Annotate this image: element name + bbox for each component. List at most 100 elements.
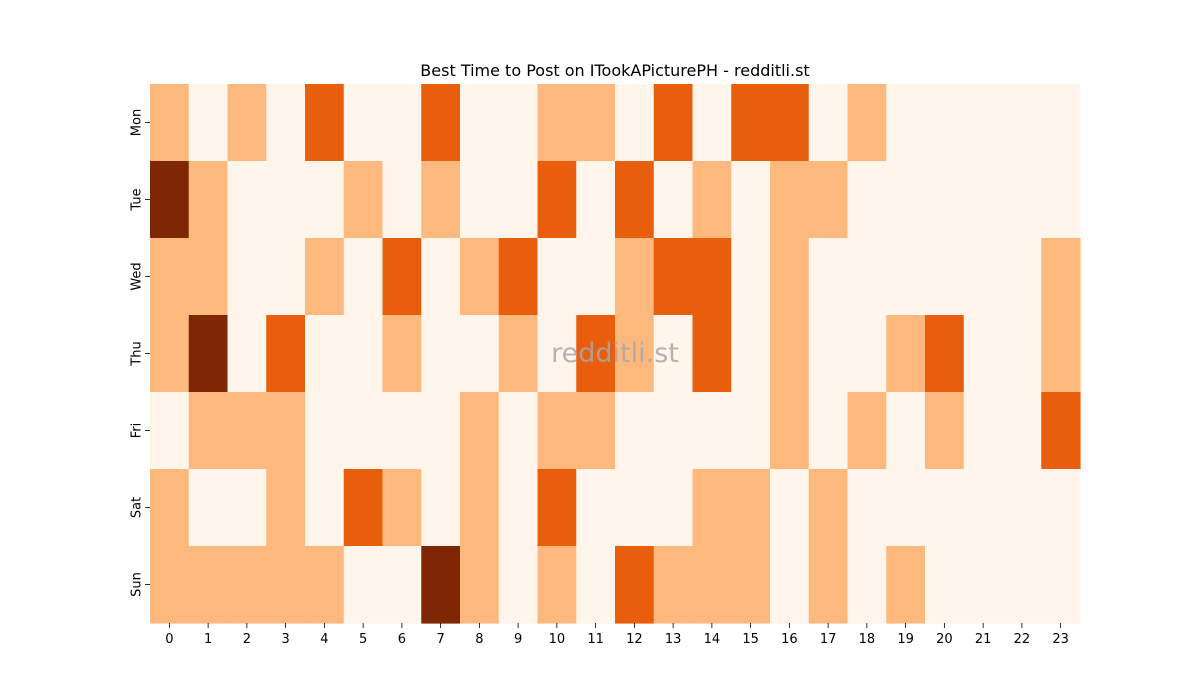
heatmap-cell-fri-4	[305, 392, 345, 470]
heatmap-cell-wed-6	[382, 238, 422, 316]
heatmap-cell-wed-16	[770, 238, 810, 316]
heatmap-cell-mon-6	[382, 84, 422, 162]
heatmap-cell-thu-12	[615, 315, 655, 393]
heatmap-cell-tue-13	[653, 161, 694, 239]
heatmap-cell-sun-5	[343, 546, 384, 624]
heatmap-cell-mon-13	[653, 84, 694, 162]
heatmap-cell-mon-18	[847, 84, 887, 162]
heatmap-cell-sat-10	[537, 469, 577, 547]
x-tick-label: 9	[514, 632, 522, 647]
x-tick-label: 1	[204, 632, 212, 647]
x-tick-label: 16	[781, 632, 798, 647]
heatmap-cell-fri-6	[382, 392, 422, 470]
heatmap-cell-tue-22	[1002, 161, 1042, 239]
heatmap-cell-fri-12	[615, 392, 655, 470]
heatmap-cell-sat-0	[150, 469, 190, 547]
heatmap-cell-mon-21	[963, 84, 1004, 162]
heatmap-cell-tue-19	[886, 161, 926, 239]
heatmap-cell-sat-9	[498, 469, 539, 547]
heatmap-cell-tue-3	[266, 161, 306, 239]
heatmap-cell-wed-5	[343, 238, 384, 316]
heatmap-cell-fri-0	[150, 392, 190, 470]
heatmap-cell-wed-8	[460, 238, 500, 316]
heatmap-cell-fri-23	[1041, 392, 1081, 470]
heatmap-cell-mon-3	[266, 84, 306, 162]
heatmap-cell-tue-4	[305, 161, 345, 239]
heatmap-cell-fri-15	[731, 392, 771, 470]
heatmap-cell-thu-21	[963, 315, 1004, 393]
heatmap-cell-wed-23	[1041, 238, 1081, 316]
heatmap-cell-wed-2	[227, 238, 267, 316]
x-tick-label: 10	[549, 632, 566, 647]
heatmap-cell-fri-16	[770, 392, 810, 470]
heatmap-cell-fri-3	[266, 392, 306, 470]
heatmap-cell-sat-13	[653, 469, 694, 547]
heatmap-cell-sat-5	[343, 469, 384, 547]
heatmap-cell-wed-11	[576, 238, 616, 316]
heatmap-cell-sun-0	[150, 546, 190, 624]
heatmap-cell-thu-0	[150, 315, 190, 393]
heatmap-cell-wed-1	[188, 238, 229, 316]
heatmap-cell-tue-0	[150, 161, 190, 239]
heatmap-cell-mon-19	[886, 84, 926, 162]
heatmap-cell-sat-21	[963, 469, 1004, 547]
heatmap-cell-wed-13	[653, 238, 694, 316]
x-tick-label: 15	[742, 632, 759, 647]
heatmap-cell-fri-14	[692, 392, 732, 470]
heatmap-cell-fri-21	[963, 392, 1004, 470]
heatmap-cell-mon-5	[343, 84, 384, 162]
heatmap-cell-fri-22	[1002, 392, 1042, 470]
heatmap-cell-thu-11	[576, 315, 616, 393]
heatmap-cell-thu-7	[421, 315, 461, 393]
heatmap-cell-sat-6	[382, 469, 422, 547]
heatmap-cell-sun-7	[421, 546, 461, 624]
x-tick-label: 18	[859, 632, 876, 647]
heatmap-cell-thu-14	[692, 315, 732, 393]
heatmap-cell-thu-22	[1002, 315, 1042, 393]
heatmap-cell-sun-13	[653, 546, 694, 624]
heatmap-cell-wed-4	[305, 238, 345, 316]
heatmap-cell-sun-23	[1041, 546, 1081, 624]
y-tick-label-mon: Mon	[130, 109, 145, 136]
heatmap-cell-tue-20	[925, 161, 965, 239]
x-tick-label: 14	[704, 632, 721, 647]
heatmap-cell-sat-22	[1002, 469, 1042, 547]
heatmap-cell-mon-0	[150, 84, 190, 162]
heatmap-cell-fri-1	[188, 392, 229, 470]
x-tick-label: 6	[398, 632, 406, 647]
heatmap-cell-wed-7	[421, 238, 461, 316]
x-tick-label: 5	[359, 632, 367, 647]
x-tick-label: 0	[165, 632, 173, 647]
x-tick-label: 23	[1052, 632, 1069, 647]
heatmap-cell-mon-7	[421, 84, 461, 162]
heatmap-cell-tue-9	[498, 161, 539, 239]
heatmap-cell-sun-19	[886, 546, 926, 624]
heatmap-cell-wed-12	[615, 238, 655, 316]
x-axis: 0 1 2 3 4 5 6 7 8 9 10 11 12 13 14 15 16 17 18 19 20 21 22 23	[165, 623, 1069, 647]
heatmap-cell-mon-17	[808, 84, 849, 162]
chart-title: Best Time to Post on ITookAPicturePH - r…	[420, 61, 809, 80]
x-tick-label: 4	[320, 632, 328, 647]
heatmap-cell-tue-8	[460, 161, 500, 239]
heatmap-cell-sat-7	[421, 469, 461, 547]
heatmap-cell-sat-4	[305, 469, 345, 547]
heatmap-cell-thu-5	[343, 315, 384, 393]
heatmap-cell-sun-4	[305, 546, 345, 624]
heatmap-cell-sat-17	[808, 469, 849, 547]
heatmap-cell-tue-6	[382, 161, 422, 239]
heatmap-cell-tue-11	[576, 161, 616, 239]
heatmap-cell-mon-12	[615, 84, 655, 162]
heatmap-cell-sun-20	[925, 546, 965, 624]
heatmap-cell-fri-13	[653, 392, 694, 470]
heatmap-cell-tue-1	[188, 161, 229, 239]
heatmap-cell-wed-3	[266, 238, 306, 316]
heatmap-cell-tue-10	[537, 161, 577, 239]
heatmap-cell-wed-17	[808, 238, 849, 316]
heatmap-cell-sun-18	[847, 546, 887, 624]
y-tick-label-wed: Wed	[130, 262, 145, 290]
heatmap-cell-fri-18	[847, 392, 887, 470]
heatmap-cell-sat-23	[1041, 469, 1081, 547]
heatmap-cell-mon-8	[460, 84, 500, 162]
watermark: redditli.st	[551, 338, 679, 369]
